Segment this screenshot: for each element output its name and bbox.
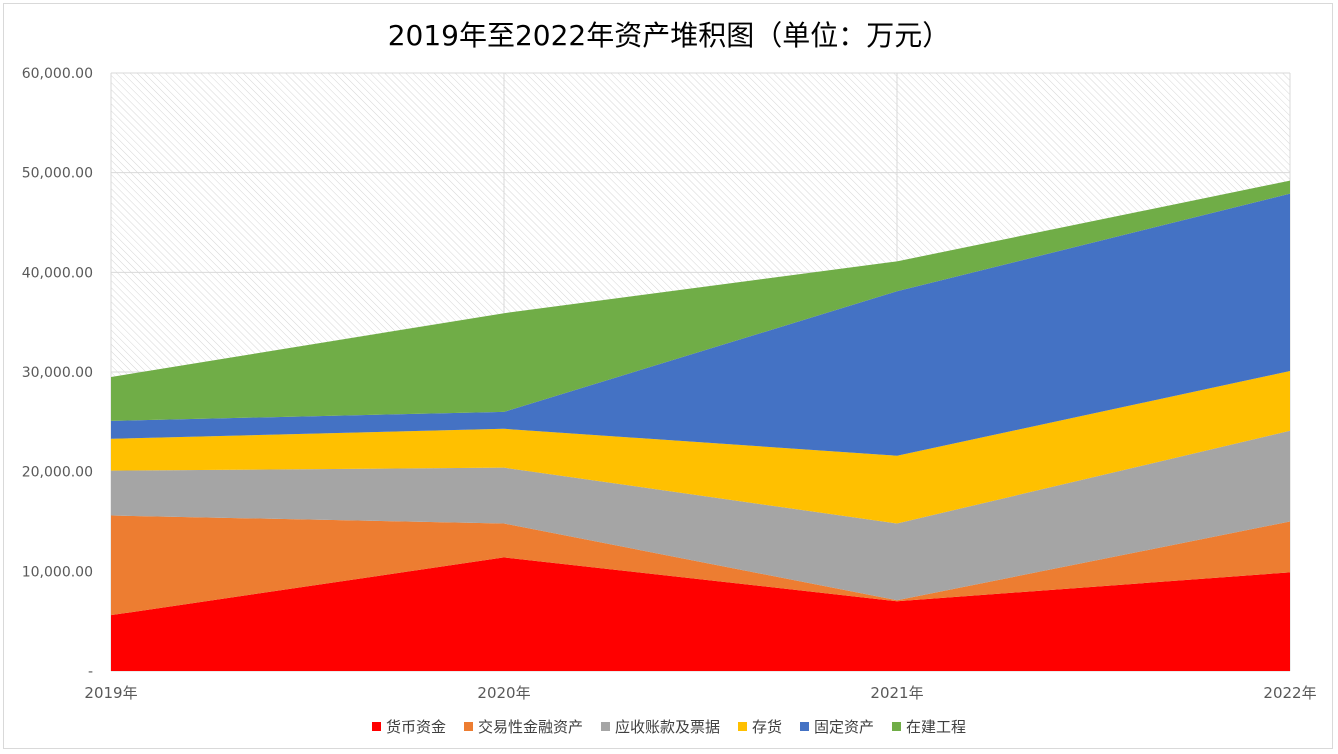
y-axis-tick-labels: - 10,000.00 20,000.00 30,000.00 40,000.00 50,… — [22, 66, 93, 680]
legend-swatch-icon — [892, 722, 902, 731]
chart-title: 2019年至2022年资产堆积图（单位：万元） — [387, 19, 951, 52]
legend-label: 交易性金融资产 — [477, 718, 583, 736]
y-tick-label: 50,000.00 — [22, 166, 93, 182]
legend-label: 货币资金 — [385, 718, 446, 736]
y-tick-label: 60,000.00 — [22, 66, 93, 82]
y-tick-label: - — [88, 664, 93, 680]
legend-item-trading-financial-assets[interactable]: 交易性金融资产 — [463, 716, 583, 737]
legend-label: 在建工程 — [906, 718, 967, 736]
chart-frame — [3, 3, 1333, 749]
area-series-1 — [111, 515, 1290, 616]
chart-legend: 货币资金 交易性金融资产 应收账款及票据 存货 固定资产 在建工程 — [0, 716, 1338, 737]
legend-swatch-icon — [800, 722, 810, 731]
area-series-5 — [111, 180, 1290, 421]
legend-item-receivables[interactable]: 应收账款及票据 — [600, 716, 720, 737]
legend-label: 应收账款及票据 — [614, 718, 720, 736]
x-tick-label: 2019年 — [84, 684, 137, 702]
legend-swatch-icon — [600, 722, 610, 731]
series-areas — [111, 180, 1290, 671]
y-tick-label: 20,000.00 — [22, 465, 93, 481]
legend-item-fixed-assets[interactable]: 固定资产 — [800, 716, 874, 737]
legend-item-monetary-funds[interactable]: 货币资金 — [371, 716, 446, 737]
legend-item-construction-in-progress[interactable]: 在建工程 — [892, 716, 966, 737]
x-axis-tick-labels: 2019年 2020年 2021年 2022年 — [84, 684, 1316, 702]
y-tick-label: 10,000.00 — [22, 564, 93, 580]
area-series-3 — [111, 371, 1290, 524]
legend-swatch-icon — [738, 722, 747, 731]
x-tick-label: 2021年 — [870, 684, 923, 702]
area-series-2 — [111, 430, 1290, 601]
y-tick-label: 30,000.00 — [22, 365, 93, 381]
area-series-0 — [111, 557, 1290, 671]
legend-swatch-icon — [463, 722, 473, 731]
legend-label: 存货 — [752, 718, 783, 736]
x-tick-label: 2022年 — [1263, 684, 1316, 702]
x-tick-label: 2020年 — [477, 684, 530, 702]
legend-label: 固定资产 — [814, 718, 875, 736]
legend-item-inventory[interactable]: 存货 — [738, 716, 782, 737]
y-tick-label: 40,000.00 — [22, 265, 93, 281]
area-series-4 — [111, 193, 1290, 456]
legend-swatch-icon — [371, 722, 381, 731]
